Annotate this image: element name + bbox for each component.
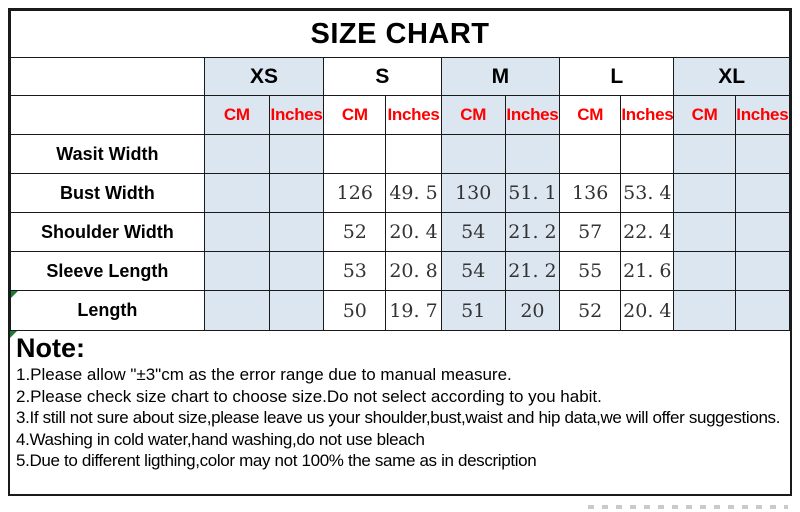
cell-length-m-in: 20 [504,290,561,331]
unit-header-row: CM Inches CM Inches CM Inches CM Inches … [10,95,791,135]
table-row-shoulder: Shoulder Width 52 20. 4 54 21. 2 57 22. … [10,212,791,252]
note-line-4: 4.Washing in cold water,hand washing,do … [16,429,425,449]
cell-sleeve-l-in: 21. 6 [620,251,675,291]
cell-length-xs-cm [203,290,270,331]
cell-sleeve-xl-in [734,251,791,291]
row-label: Length [10,290,205,331]
cell-bust-xl-in [734,173,791,213]
unit-s-inches: Inches [385,95,442,135]
corner-blank-cell [10,57,205,96]
row-label-text: Length [77,300,138,320]
cell-length-xl-cm [673,290,736,331]
row-label: Shoulder Width [10,212,205,252]
cell-shoulder-s-cm: 52 [323,212,387,252]
cell-length-l-cm: 52 [559,290,622,331]
unit-blank-cell [10,95,205,135]
cell-bust-s-cm: 126 [323,173,387,213]
cell-waist-xl-in [734,134,791,174]
cell-shoulder-s-in: 20. 4 [385,212,442,252]
cell-bust-m-in: 51. 1 [504,173,561,213]
cell-waist-xs-in [268,134,325,174]
unit-l-inches: Inches [620,95,675,135]
note-heading: Note: [16,333,85,363]
comment-flag-icon [10,331,17,338]
size-chart-sheet: SIZE CHART XS S M L XL CM Inches CM Inch… [8,8,792,496]
page-title: SIZE CHART [10,10,790,58]
cell-bust-l-in: 53. 4 [620,173,675,213]
row-label: Bust Width [10,173,205,213]
cell-shoulder-m-cm: 54 [440,212,506,252]
note-line-5: 5.Due to different ligthing,color may no… [16,451,537,471]
cell-shoulder-l-in: 22. 4 [620,212,675,252]
cell-bust-s-in: 49. 5 [385,173,442,213]
cell-shoulder-m-in: 21. 2 [504,212,561,252]
cell-shoulder-xl-in [734,212,791,252]
cell-sleeve-m-in: 21. 2 [504,251,561,291]
cell-waist-xl-cm [673,134,736,174]
unit-l-cm: CM [559,95,622,135]
cell-length-l-in: 20. 4 [620,290,675,331]
cell-bust-xl-cm [673,173,736,213]
table-row-sleeve: Sleeve Length 53 20. 8 54 21. 2 55 21. 6 [10,251,791,291]
size-header-xs: XS [203,57,325,96]
unit-xs-cm: CM [203,95,270,135]
row-label: Sleeve Length [10,251,205,291]
cell-bust-l-cm: 136 [559,173,622,213]
cell-length-m-cm: 51 [440,290,506,331]
comment-flag-icon [11,291,18,298]
unit-xs-inches: Inches [268,95,325,135]
size-chart-table: SIZE CHART XS S M L XL CM Inches CM Inch… [10,10,791,331]
unit-m-inches: Inches [504,95,561,135]
size-header-s: S [323,57,442,96]
cell-length-s-cm: 50 [323,290,387,331]
cell-sleeve-m-cm: 54 [440,251,506,291]
cell-sleeve-l-cm: 55 [559,251,622,291]
table-row-length: Length 50 19. 7 51 20 52 20. 4 [10,290,791,331]
cell-waist-m-cm [440,134,506,174]
note-line-2: 2.Please check size chart to choose size… [16,386,602,406]
cell-sleeve-s-cm: 53 [323,251,387,291]
cell-bust-xs-cm [203,173,270,213]
cropped-gridline-artifact [588,505,788,509]
cell-sleeve-s-in: 20. 8 [385,251,442,291]
note-line-3: 3.If still not sure about size,please le… [16,408,781,428]
cell-length-xl-in [734,290,791,331]
size-header-m: M [440,57,561,96]
cell-shoulder-xs-cm [203,212,270,252]
size-header-l: L [559,57,675,96]
cell-sleeve-xs-cm [203,251,270,291]
cell-sleeve-xs-in [268,251,325,291]
note-line-1: 1.Please allow "±3"cm as the error range… [16,365,512,385]
unit-xl-cm: CM [673,95,736,135]
size-header-xl: XL [673,57,790,96]
cell-bust-m-cm: 130 [440,173,506,213]
cell-waist-s-in [385,134,442,174]
cell-waist-l-in [620,134,675,174]
cell-length-xs-in [268,290,325,331]
unit-xl-inches: Inches [734,95,791,135]
cell-shoulder-xs-in [268,212,325,252]
cell-length-s-in: 19. 7 [385,290,442,331]
size-header-row: XS S M L XL [10,57,790,96]
table-row-waist: Wasit Width [10,134,791,174]
cell-shoulder-xl-cm [673,212,736,252]
cell-waist-m-in [504,134,561,174]
title-row: SIZE CHART [10,10,790,58]
cell-waist-l-cm [559,134,622,174]
cell-waist-s-cm [323,134,387,174]
unit-m-cm: CM [440,95,506,135]
table-row-bust: Bust Width 126 49. 5 130 51. 1 136 53. 4 [10,173,791,213]
note-section: Note: 1.Please allow "±3"cm as the error… [10,331,790,494]
row-label: Wasit Width [10,134,205,174]
cell-shoulder-l-cm: 57 [559,212,622,252]
cell-waist-xs-cm [203,134,270,174]
cell-bust-xs-in [268,173,325,213]
cell-sleeve-xl-cm [673,251,736,291]
unit-s-cm: CM [323,95,387,135]
